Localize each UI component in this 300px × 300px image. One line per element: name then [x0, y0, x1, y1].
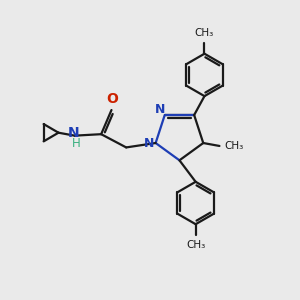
- Text: CH₃: CH₃: [195, 28, 214, 38]
- Text: CH₃: CH₃: [225, 141, 244, 151]
- Text: O: O: [106, 92, 118, 106]
- Text: N: N: [144, 136, 154, 149]
- Text: CH₃: CH₃: [186, 239, 205, 250]
- Text: H: H: [72, 137, 80, 150]
- Text: N: N: [68, 126, 79, 140]
- Text: N: N: [155, 103, 166, 116]
